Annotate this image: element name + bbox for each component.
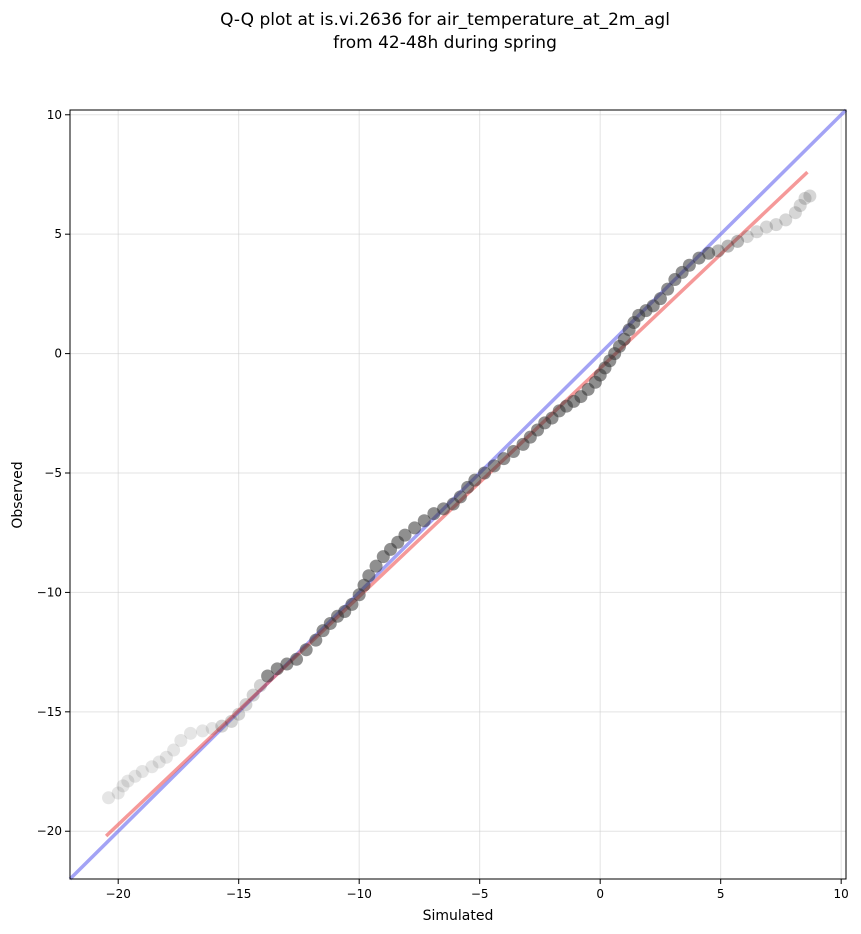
x-axis-ticks: −20 −15 −10 −5 0 5 10	[106, 879, 849, 901]
quantile-point-30	[345, 597, 359, 611]
quantile-point-47	[478, 466, 492, 480]
y-tick-label-3: −5	[44, 466, 62, 480]
quantile-point-18	[246, 688, 260, 702]
quantile-point-81	[721, 239, 735, 253]
x-axis-label: Simulated	[423, 908, 494, 924]
quantile-point-42	[437, 502, 451, 516]
quantile-point-83	[740, 230, 754, 244]
quantile-point-1	[111, 786, 125, 800]
quantile-point-8	[159, 750, 173, 764]
quantile-point-41	[427, 507, 441, 521]
quantile-point-23	[290, 652, 304, 666]
quantile-point-33	[362, 569, 376, 583]
quantile-point-39	[408, 521, 422, 535]
quantile-point-15	[224, 714, 238, 728]
y-tick-label-5: 5	[54, 227, 62, 241]
quantile-point-12	[196, 724, 210, 738]
quantile-point-89	[793, 199, 807, 213]
quantile-point-3	[121, 774, 135, 788]
y-axis-ticks: −20 −15 −10 −5 0 5 10	[37, 108, 70, 838]
y-tick-label-6: 10	[47, 108, 62, 122]
y-tick-label-1: −15	[37, 705, 62, 719]
quantile-point-21	[270, 662, 284, 676]
quantile-point-10	[174, 733, 188, 747]
quantile-point-77	[682, 258, 696, 272]
quantile-point-87	[779, 213, 793, 227]
quantile-point-44	[453, 490, 467, 504]
x-tick-label-1: −15	[226, 887, 251, 901]
quantile-point-9	[167, 743, 181, 757]
quantile-points	[102, 189, 817, 805]
y-tick-label-0: −20	[37, 824, 62, 838]
quantile-point-86	[769, 218, 783, 232]
quantile-point-19	[253, 679, 267, 693]
quantile-point-74	[661, 282, 675, 296]
quantile-point-14	[215, 719, 229, 733]
plot-frame	[69, 109, 847, 880]
quantile-point-79	[702, 246, 716, 260]
quantile-point-2	[116, 779, 130, 793]
quantile-point-17	[239, 698, 253, 712]
chart-title-line-1: Q-Q plot at is.vi.2636 for air_temperatu…	[220, 10, 670, 30]
quantile-point-78	[692, 251, 706, 265]
quantile-point-22	[280, 657, 294, 671]
x-tick-label-2: −10	[347, 887, 372, 901]
quantile-point-80	[711, 244, 725, 258]
quantile-point-5	[135, 765, 149, 779]
quantile-point-82	[731, 234, 745, 248]
quantile-point-4	[128, 769, 142, 783]
quantile-point-13	[205, 722, 219, 736]
quantile-point-25	[309, 633, 323, 647]
chart-title-line-2: from 42-48h during spring	[333, 33, 557, 53]
y-tick-label-4: 0	[54, 347, 62, 361]
quantile-point-49	[497, 452, 511, 466]
quantile-point-0	[102, 791, 116, 805]
x-tick-label-5: 5	[717, 887, 725, 901]
quantile-point-50	[506, 445, 520, 459]
quantile-point-38	[398, 528, 412, 542]
quantile-point-90	[798, 191, 812, 205]
quantile-point-11	[183, 726, 197, 740]
quantile-point-16	[232, 707, 246, 721]
quantile-point-34	[369, 559, 383, 573]
quantile-point-6	[145, 760, 159, 774]
grid-lines	[70, 110, 846, 879]
x-tick-label-4: 0	[596, 887, 604, 901]
quantile-point-40	[417, 514, 431, 528]
quantile-point-20	[261, 669, 275, 683]
quantile-point-88	[788, 206, 802, 220]
quantile-point-73	[653, 292, 667, 306]
x-tick-label-6: 10	[834, 887, 849, 901]
y-axis-label: Observed	[10, 461, 26, 528]
quantile-point-48	[487, 459, 501, 473]
quantile-point-24	[299, 643, 313, 657]
quantile-point-91	[803, 189, 817, 203]
quantile-point-84	[750, 225, 764, 239]
y-tick-label-2: −10	[37, 585, 62, 599]
x-tick-label-0: −20	[106, 887, 131, 901]
quantile-point-7	[152, 755, 166, 769]
quantile-point-46	[468, 473, 482, 487]
quantile-point-85	[759, 220, 773, 234]
x-tick-label-3: −5	[471, 887, 489, 901]
